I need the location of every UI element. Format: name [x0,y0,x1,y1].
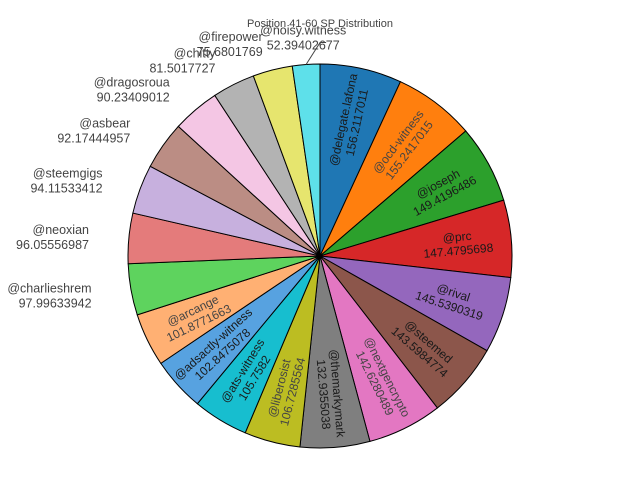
leader-line-noisy-witness [305,42,327,65]
slice-label-prc: @prc147.4795698 [422,227,495,261]
slice-label-dragosroua: @dragosroua 90.23409012 [94,76,170,105]
slice-label-asbear: @asbear 92.17444957 [57,116,130,145]
slice-label-charlieshrem: @charlieshrem 97.99633942 [7,282,91,311]
slice-label-themarkymark: @themarkymark132.9355038 [313,349,348,440]
slice-label-firepower: @firepower 75.6801769 [197,30,263,59]
chart-title: Position 41-60 SP Distribution [247,18,393,30]
slice-label-chitty: @chitty 81.5017727 [149,47,216,76]
slice-label-steemgigs: @steemgigs 94.11533412 [30,166,102,195]
slice-label-neoxian: @neoxian 96.05556987 [16,223,89,252]
slice-label-noisy-witness: @noisy.witness 52.39402677 [260,24,346,53]
